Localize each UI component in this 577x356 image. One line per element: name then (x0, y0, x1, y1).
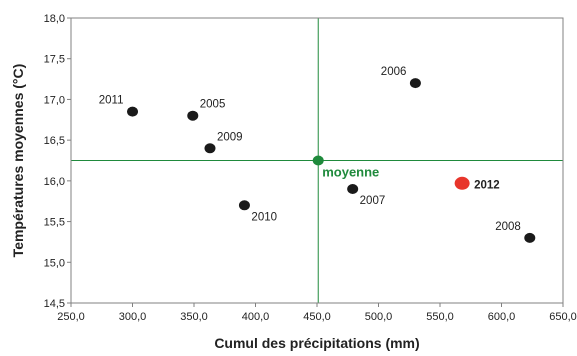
y-axis-title: Températures moyennes (°C) (10, 64, 26, 258)
mean-label: moyenne (322, 165, 379, 180)
y-tick-label: 14,5 (44, 298, 65, 310)
y-tick-label: 15,5 (44, 217, 65, 229)
point-2009 (204, 143, 216, 154)
point-2010 (238, 200, 250, 211)
point-label-2006: 2006 (381, 66, 407, 78)
x-tick-label: 300,0 (119, 311, 147, 323)
point-label-2007: 2007 (360, 195, 386, 207)
point-label-2010: 2010 (251, 211, 277, 223)
point-label-2012: 2012 (474, 179, 500, 191)
y-tick-label: 17,0 (44, 94, 65, 106)
y-tick-label: 16,5 (44, 135, 65, 147)
point-label-2008: 2008 (495, 221, 521, 233)
x-tick-label: 450,0 (303, 311, 331, 323)
data-points: 2011 2005 2009 2010 2007 2006 2008 2012 moyenne (99, 66, 536, 243)
point-label-2009: 2009 (217, 131, 243, 143)
point-label-2011: 2011 (99, 95, 124, 107)
y-tick-label: 16,0 (44, 176, 65, 188)
point-2007 (347, 184, 359, 194)
point-2012 (454, 176, 470, 190)
x-tick-label: 600,0 (488, 311, 516, 323)
point-label-2005: 2005 (200, 99, 226, 111)
x-tick-label: 250,0 (57, 311, 85, 323)
point-2008 (524, 232, 536, 243)
x-tick-label: 350,0 (180, 311, 208, 323)
x-axis-title: Cumul des précipitations (mm) (214, 335, 419, 351)
y-tick-label: 15,0 (44, 257, 65, 269)
y-tick-label: 18,0 (44, 13, 65, 25)
point-2011 (127, 106, 138, 117)
y-tick-label: 17,5 (44, 54, 65, 66)
point-2005 (187, 110, 199, 121)
x-tick-label: 400,0 (242, 311, 270, 323)
x-tick-label: 500,0 (365, 311, 393, 323)
plot-area (70, 17, 564, 304)
mean-point (312, 155, 324, 166)
x-axis-ticks: 250,0 300,0 350,0 400,0 450,0 500,0 550,0 600,0… (57, 303, 577, 323)
x-tick-label: 550,0 (426, 311, 454, 323)
x-tick-label: 650,0 (549, 311, 577, 323)
y-axis-ticks: 14,5 15,0 15,5 16,0 16,5 17,0 17,5 18,0 (44, 13, 71, 310)
point-2006 (409, 78, 421, 89)
